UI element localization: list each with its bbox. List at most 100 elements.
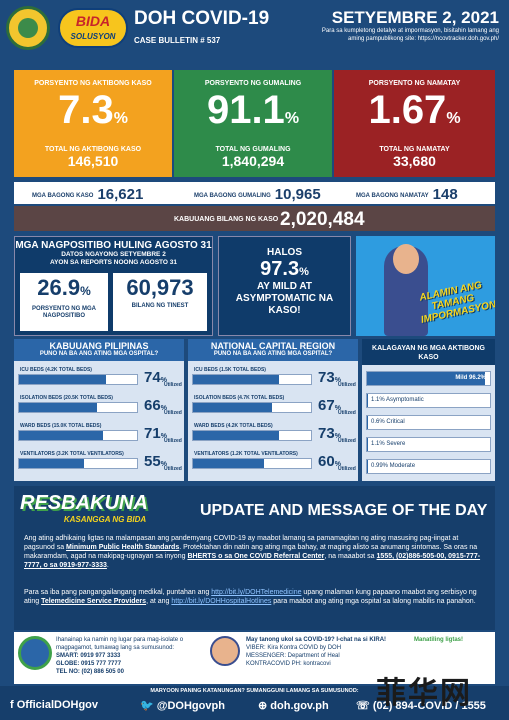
bulletin-date: SETYEMBRE 2, 2021 <box>331 8 499 27</box>
total-cases-label: KABUUANG BILANG NG KASO <box>174 216 279 223</box>
active-pct: 7.3% <box>58 88 128 132</box>
utilized-label: Utilized <box>164 382 182 388</box>
new-deaths: MGA BAGONG NAMATAY 148 <box>356 186 458 203</box>
utilization-fill <box>19 375 107 384</box>
ph-isolation-row: ISOLATION BEDS (20.5K TOTAL BEDS) 66% Ut… <box>18 395 182 421</box>
utilization-pct: 74% <box>144 369 167 386</box>
active-cases-box: PORSYENTO NG AKTIBONG KASO 7.3% TOTAL NG… <box>14 70 172 177</box>
hospital-hotlines-link[interactable]: http://bit.ly/DOHHospitalHotlines <box>171 598 272 605</box>
bulletin-number: CASE BULLETIN # 537 <box>134 36 221 45</box>
ph-icu-row: ICU BEDS (4.2K TOTAL BEDS) 74% Utilized <box>18 367 182 393</box>
update-paragraph-2: Para sa iba pang pangangailangang medika… <box>24 589 477 605</box>
utilization-fill <box>193 403 273 412</box>
utilization-bar <box>192 402 312 413</box>
utilized-label: Utilized <box>338 410 356 416</box>
halos-caption: AY MILD AT ASYMPTOMATIC NA KASO! <box>235 281 334 316</box>
website-link[interactable]: ⊕ doh.gov.ph <box>258 700 329 712</box>
hotline-numbers: 1555, (02)886-505-00, 0915-777-7777, o s… <box>24 553 481 569</box>
bed-label: ISOLATION BEDS (20.5K TOTAL BEDS) <box>20 395 113 401</box>
severity-moderate: 0.99% Moderate <box>366 459 491 474</box>
ncr-isolation-row: ISOLATION BEDS (4.7K TOTAL BEDS) 67% Uti… <box>192 395 356 421</box>
referral-contacts: Ihanainap ka namin ng lugar para mag-iso… <box>56 637 184 675</box>
new-counts-row: MGA BAGONG KASO 16,621 MGA BAGONG GUMALIN… <box>14 182 495 204</box>
utilized-label: Utilized <box>338 438 356 444</box>
active-total: 146,510 <box>67 153 119 169</box>
positivity-rate-label: PORSYENTO NG MGA NAGPOSITIBO <box>32 306 96 319</box>
ncr-hospital-panel: NATIONAL CAPITAL REGION PUNO NA BA ANG A… <box>188 339 358 481</box>
severity-panel: KALAGAYAN NG MGA AKTIBONG KASO Mild 96.2… <box>362 339 495 481</box>
bed-label: WARD BEDS (15.0K TOTAL BEDS) <box>20 423 102 429</box>
utilization-bar <box>192 374 312 385</box>
active-pct-label: PORSYENTO NG AKTIBONG KASO <box>34 80 152 87</box>
ph-subtitle: PUNO NA BA ANG ATING MGA OSPITAL? <box>39 351 159 357</box>
bed-label: ICU BEDS (1.5K TOTAL BEDS) <box>194 367 266 373</box>
positivity-sub2: AYON SA REPORTS NOONG AGOSTO 31 <box>49 259 178 266</box>
severity-critical: 0.6% Critical <box>366 415 491 430</box>
watermark-text: 菲华网 <box>376 677 472 710</box>
ph-ward-row: WARD BEDS (15.0K TOTAL BEDS) 71% Utilize… <box>18 423 182 449</box>
positivity-sub1: DATOS NGAYONG SETYEMBRE 2 <box>61 251 166 258</box>
severity-fill <box>367 460 369 473</box>
severity-severe: 1.1% Severe <box>366 437 491 452</box>
halos-pct: 97.3% <box>260 258 309 280</box>
facebook-icon: f <box>10 699 17 711</box>
severity-fill <box>367 416 368 429</box>
utilization-pct: 66% <box>144 397 167 414</box>
bed-label: ICU BEDS (4.2K TOTAL BEDS) <box>20 367 92 373</box>
doh-seal-logo <box>6 6 50 50</box>
recovered-box: PORSYENTO NG GUMALING 91.1% TOTAL NG GUM… <box>174 70 332 177</box>
kira-avatar <box>210 636 240 666</box>
utilization-bar <box>18 458 138 469</box>
referral-text: BHERTS o sa One COVID Referral Center <box>187 553 325 560</box>
utilized-label: Utilized <box>164 410 182 416</box>
utilization-pct: 60% <box>318 453 341 470</box>
positivity-panel: MGA NAGPOSITIBO HULING AGOSTO 31 DATOS N… <box>14 236 213 336</box>
ph-title: KABUUANG PILIPINAS <box>49 341 149 351</box>
resbakuna-logo: RESBAKUNA KASANGGA NG BIDA <box>20 492 148 524</box>
mphs-text: Minimum Public Health Standards <box>66 544 180 551</box>
tested-label: BILANG NG TINEST <box>131 303 189 309</box>
total-cases-bar: KABUUANG BILANG NG KASO 2,020,484 <box>14 206 495 231</box>
severity-fill <box>367 372 486 385</box>
utilization-fill <box>193 431 280 440</box>
alamin-illustration: ALAMIN ANG TAMANG IMPORMASYON <box>356 236 495 336</box>
mild-asymptomatic-panel: HALOS 97.3% AY MILD AT ASYMPTOMATIC NA K… <box>218 236 351 336</box>
severity-mild: Mild 96.2% <box>366 371 491 386</box>
utilization-bar <box>18 402 138 413</box>
ncr-icu-row: ICU BEDS (1.5K TOTAL BEDS) 73% Utilized <box>192 367 356 393</box>
twitter-link[interactable]: 🐦 @DOHgovph <box>140 700 225 712</box>
philippines-hospital-panel: KABUUANG PILIPINAS PUNO NA BA ANG ATING … <box>14 339 184 481</box>
utilized-label: Utilized <box>164 466 182 472</box>
total-cases-value: 2,020,484 <box>280 209 365 230</box>
utilization-pct: 71% <box>144 425 167 442</box>
facebook-link[interactable]: f OfficialDOHgov <box>10 699 99 711</box>
utilization-pct: 55% <box>144 453 167 470</box>
bed-label: WARD BEDS (4.2K TOTAL BEDS) <box>194 423 273 429</box>
ncr-ward-row: WARD BEDS (4.2K TOTAL BEDS) 73% Utilized <box>192 423 356 449</box>
severity-fill <box>367 438 369 451</box>
ph-ventilator-row: VENTILATORS (3.2K TOTAL VENTILATORS) 55%… <box>18 451 182 477</box>
utilized-label: Utilized <box>164 438 182 444</box>
new-recovered: MGA BAGONG GUMALING 10,965 <box>194 186 321 203</box>
person-illustration <box>384 244 428 336</box>
watermark: 菲华网 <box>362 668 502 716</box>
positivity-rate: 26.9% <box>37 275 91 300</box>
deaths-total: 33,680 <box>393 153 436 169</box>
twitter-icon: 🐦 <box>140 700 157 712</box>
utilized-label: Utilized <box>338 382 356 388</box>
tested-count: 60,973 <box>126 275 194 300</box>
stay-safe-text: Manatiling ligtas! <box>414 637 464 643</box>
deaths-total-label: TOTAL NG NAMATAY <box>379 146 450 153</box>
update-title: UPDATE AND MESSAGE OF THE DAY <box>200 502 488 519</box>
utilization-bar <box>18 430 138 441</box>
utilized-label: Utilized <box>338 466 356 472</box>
telemedicine-link[interactable]: http://bit.ly/DOHTelemedicine <box>211 589 302 596</box>
utilization-pct: 73% <box>318 369 341 386</box>
bida-logo: BIDA SOLUSYON <box>58 8 128 48</box>
deaths-box: PORSYENTO NG NAMATAY 1.67% TOTAL NG NAMA… <box>334 70 495 177</box>
bed-label: VENTILATORS (1.2K TOTAL VENTILATORS) <box>194 451 298 457</box>
utilization-fill <box>19 403 97 412</box>
utilization-bar <box>18 374 138 385</box>
positivity-title: MGA NAGPOSITIBO HULING AGOSTO 31 <box>15 240 212 251</box>
recovered-pct-label: PORSYENTO NG GUMALING <box>204 80 302 87</box>
